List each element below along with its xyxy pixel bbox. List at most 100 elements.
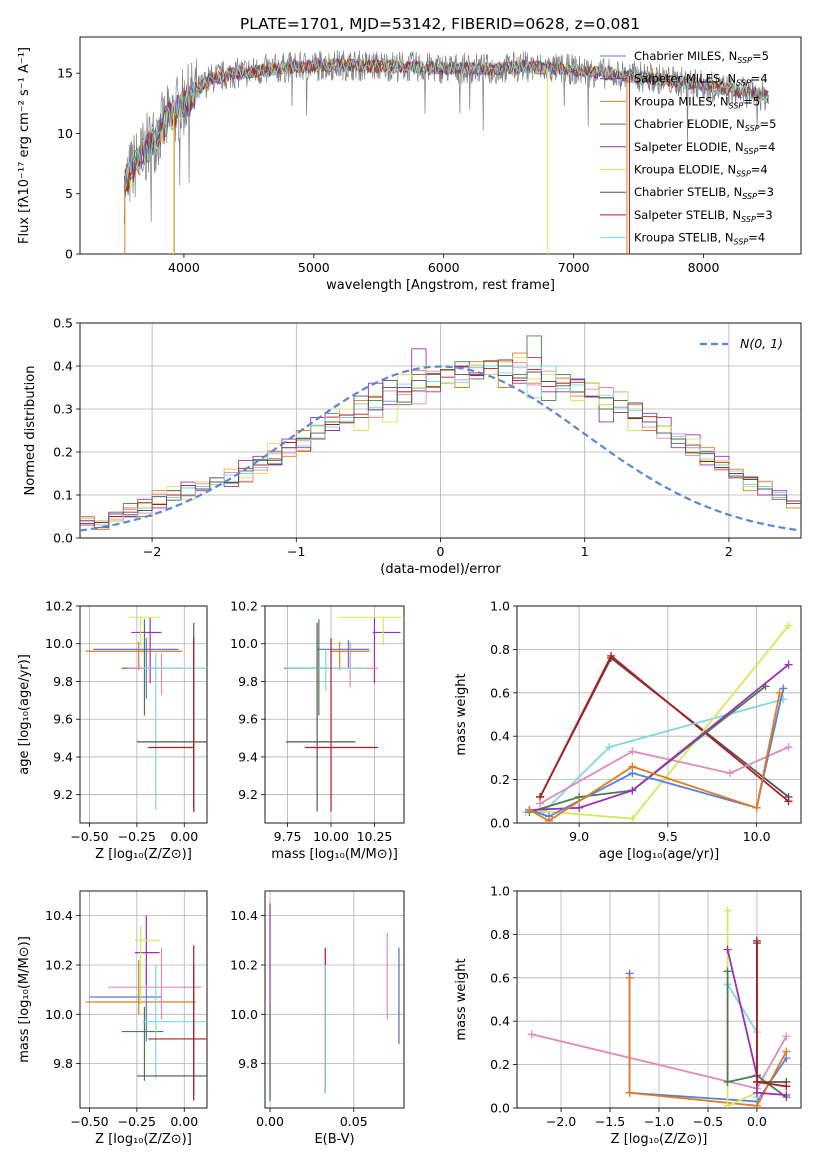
y-axis-label: mass weight	[454, 958, 469, 1040]
axes-frame	[264, 890, 405, 1109]
x-tick-label: −2.0	[546, 1114, 576, 1129]
y-tick-label: 10.2	[45, 957, 73, 972]
data-point-marker	[782, 1047, 791, 1056]
data-point-marker	[784, 621, 793, 630]
mass-weight-line	[726, 971, 787, 1098]
data-point-marker	[779, 684, 788, 693]
y-tick-label: 0.4	[490, 729, 510, 744]
data-point-marker	[605, 743, 614, 752]
data-point-marker	[723, 1077, 732, 1086]
y-tick-label: 10.0	[230, 636, 258, 651]
x-tick-label: 1	[581, 544, 589, 559]
mass-weight-line	[529, 685, 767, 813]
y-tick-label: 10.4	[230, 908, 258, 923]
data-point-marker	[782, 1082, 791, 1091]
data-point-marker	[752, 936, 761, 945]
y-tick-label: 0.0	[490, 1101, 510, 1116]
data-point-marker	[726, 769, 734, 778]
y-tick-label: 15	[57, 66, 73, 81]
x-tick-label: −0.25	[118, 1114, 156, 1129]
data-point-marker	[723, 906, 732, 915]
x-tick-label: −0.50	[70, 829, 108, 844]
x-tick-label: −1	[287, 544, 305, 559]
y-axis-label: age [log₁₀(age/yr)]	[17, 654, 32, 775]
y-tick-label: 0.4	[53, 359, 73, 374]
y-tick-label: 0.2	[53, 445, 73, 460]
x-tick-label: 0.00	[256, 1114, 284, 1129]
legend-entry: Kroupa ELODIE, NSSP=4	[634, 163, 768, 179]
x-tick-label: 0.0	[747, 1114, 767, 1129]
y-axis-label: Normed distribution	[23, 366, 38, 496]
x-tick-label: 9.75	[274, 829, 302, 844]
x-tick-label: 0.00	[170, 1114, 198, 1129]
legend-entry: N(0, 1)	[740, 336, 783, 351]
mass-weight-line	[539, 746, 789, 805]
data-point-marker	[782, 1090, 791, 1099]
axes-frame	[264, 605, 405, 824]
y-tick-label: 0.2	[490, 1057, 510, 1072]
x-tick-label: −2	[143, 544, 161, 559]
y-tick-label: 0.2	[490, 772, 510, 787]
axes-frame	[79, 890, 208, 1109]
data-point-marker	[752, 1088, 761, 1097]
y-axis-label: Flux [fλ10⁻¹⁷ erg cm⁻² s⁻¹ A⁻¹]	[17, 47, 32, 244]
data-point-marker	[544, 816, 553, 823]
data-point-marker	[536, 799, 545, 808]
y-tick-label: 9.4	[238, 749, 258, 764]
spectrum-legend: Chabrier MILES, NSSP=5 Salpeter MILES, NS…	[600, 49, 776, 247]
spectrum-title: PLATE=1701, MJD=53142, FIBERID=0628, z=0…	[240, 15, 640, 33]
data-point-marker	[752, 1101, 761, 1108]
y-tick-label: 9.6	[53, 712, 73, 727]
data-point-marker	[525, 805, 534, 814]
y-tick-label: 9.8	[53, 674, 73, 689]
x-tick-label: 10.00	[313, 829, 349, 844]
plot-area	[85, 616, 207, 812]
y-tick-label: 0.8	[490, 927, 510, 942]
data-point-marker	[527, 1030, 536, 1039]
data-point-marker	[625, 973, 634, 982]
x-tick-label: 9.5	[658, 829, 678, 844]
y-tick-label: 10.0	[230, 1007, 258, 1022]
model-spectrum-line	[123, 58, 769, 200]
x-tick-label: 2	[725, 544, 733, 559]
x-tick-label: 8000	[688, 260, 720, 275]
x-axis-label: E(B-V)	[314, 1132, 354, 1147]
y-tick-label: 9.8	[53, 1056, 73, 1071]
y-tick-label: 10.2	[230, 599, 258, 614]
legend-entry: Chabrier MILES, NSSP=5	[634, 49, 769, 65]
y-tick-label: 0.6	[490, 970, 510, 985]
mass-weight-line	[529, 663, 790, 811]
x-axis-label: age [log₁₀(age/yr)]	[599, 847, 720, 862]
plot-area	[527, 906, 791, 1108]
y-tick-label: 9.8	[238, 1056, 258, 1071]
y-tick-label: 0.0	[490, 816, 510, 831]
mass-vs-extinction-panel: 0.00 0.05 9.8 10.0 10.2 10.4 E(B-V)	[230, 890, 405, 1147]
y-tick-label: 0	[65, 247, 73, 262]
age-vs-metallicity-panel: −0.50 −0.25 0.00 9.2 9.4 9.6 9.8 10.0 10.2 Z [log…	[17, 599, 208, 862]
data-point-marker	[575, 792, 584, 801]
x-tick-label: 5000	[298, 260, 330, 275]
data-point-marker	[628, 747, 637, 756]
y-tick-label: 0.1	[53, 488, 73, 503]
data-point-marker	[607, 651, 616, 660]
mass-weight-vs-age-panel: 9.0 9.5 10.0 0.0 0.2 0.4 0.6 0.8 1.0 age [log₁₀(a…	[454, 599, 802, 862]
legend-entry: Salpeter ELODIE, NSSP=4	[634, 140, 775, 156]
y-tick-label: 9.2	[238, 787, 258, 802]
x-tick-label: 4000	[168, 260, 200, 275]
axes-frame	[516, 890, 802, 1109]
x-tick-label: −0.5	[693, 1114, 723, 1129]
y-tick-label: 9.8	[238, 674, 258, 689]
data-point-marker	[625, 1088, 634, 1097]
data-point-marker	[782, 1032, 791, 1041]
y-tick-label: 0.0	[53, 531, 73, 546]
axes-frame	[79, 36, 802, 255]
y-tick-label: 0.4	[490, 1014, 510, 1029]
plot-area	[521, 621, 793, 823]
data-point-marker	[628, 762, 637, 771]
y-tick-label: 10.2	[230, 957, 258, 972]
y-axis-label: mass [log₁₀(M/M⊙)]	[17, 936, 32, 1063]
y-tick-label: 0.6	[490, 685, 510, 700]
y-tick-label: 5	[65, 186, 73, 201]
y-tick-label: 0.3	[53, 402, 73, 417]
